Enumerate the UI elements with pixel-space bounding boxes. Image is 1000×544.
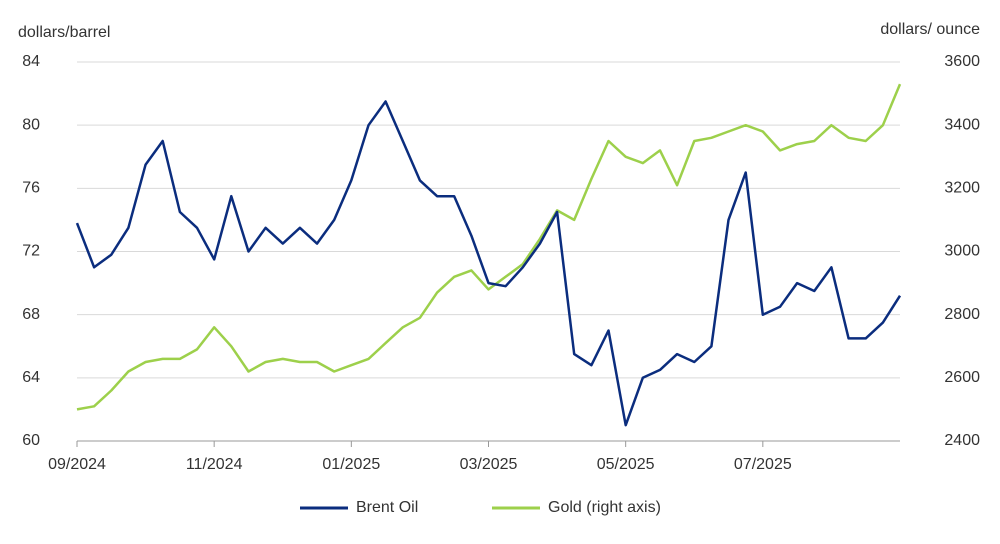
y-tick-label: 60 <box>22 432 40 449</box>
y-axis-title: dollars/barrel <box>18 24 110 41</box>
x-tick-label: 05/2025 <box>597 456 655 473</box>
x-tick-label: 03/2025 <box>460 456 518 473</box>
y2-tick-label: 2400 <box>944 432 980 449</box>
x-tick-label: 09/2024 <box>48 456 106 473</box>
y-tick-label: 64 <box>22 369 40 386</box>
y-tick-label: 68 <box>22 306 40 323</box>
y2-tick-label: 3600 <box>944 53 980 70</box>
series-line <box>75 100 902 427</box>
x-tick-label: 01/2025 <box>322 456 380 473</box>
y-tick-label: 80 <box>22 116 40 133</box>
y2-tick-label: 3200 <box>944 180 980 197</box>
y-tick-label: 72 <box>22 243 40 260</box>
legend-label: Gold (right axis) <box>548 499 661 516</box>
y2-axis-title: dollars/ ounce <box>880 21 980 38</box>
y2-tick-label: 2800 <box>944 306 980 323</box>
legend-label: Brent Oil <box>356 499 418 516</box>
series-line <box>76 83 902 411</box>
y-tick-label: 84 <box>22 53 40 70</box>
y2-tick-label: 3400 <box>944 116 980 133</box>
y2-tick-label: 2600 <box>944 369 980 386</box>
y2-tick-label: 3000 <box>944 243 980 260</box>
x-tick-label: 11/2024 <box>186 456 243 473</box>
x-tick-label: 07/2025 <box>734 456 792 473</box>
y-tick-label: 76 <box>22 180 40 197</box>
